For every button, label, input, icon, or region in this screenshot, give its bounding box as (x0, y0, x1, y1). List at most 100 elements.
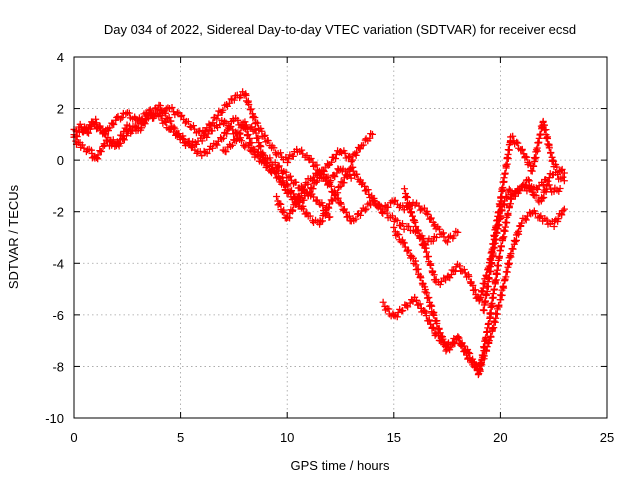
data-point (309, 185, 317, 193)
x-tick-label: 10 (280, 430, 294, 445)
data-point (422, 312, 430, 320)
data-point (154, 106, 162, 114)
data-point (536, 131, 544, 139)
data-point (538, 194, 546, 202)
data-point (460, 266, 468, 274)
data-point (405, 223, 413, 231)
data-point (289, 190, 297, 198)
data-point (106, 124, 114, 132)
data-point (408, 212, 416, 220)
data-point (246, 124, 254, 132)
data-point (286, 172, 294, 180)
data-point (502, 193, 510, 201)
data-point (261, 131, 269, 139)
series-track-i (479, 176, 564, 314)
data-point (341, 167, 349, 175)
data-point (234, 116, 242, 124)
data-point (503, 268, 511, 276)
data-point (366, 134, 374, 142)
data-point (436, 329, 444, 337)
data-point (483, 328, 491, 336)
y-tick-label: 0 (57, 153, 64, 168)
data-point (522, 216, 530, 224)
data-point (378, 208, 386, 216)
data-point (353, 148, 361, 156)
data-point (480, 344, 488, 352)
data-point (264, 137, 272, 145)
data-point (287, 176, 295, 184)
data-point (505, 185, 513, 193)
data-point (494, 222, 502, 230)
data-point (352, 215, 360, 223)
data-point (393, 217, 401, 225)
data-point (310, 193, 318, 201)
data-point (209, 144, 217, 152)
data-point (345, 212, 353, 220)
data-point (310, 162, 318, 170)
data-point (513, 138, 521, 146)
data-point (532, 209, 540, 217)
data-point (220, 134, 227, 142)
data-point (495, 252, 503, 260)
data-point (427, 301, 435, 309)
data-point (296, 194, 304, 202)
data-point (260, 132, 268, 140)
data-point (273, 193, 281, 201)
data-point (405, 203, 413, 211)
data-point (92, 115, 100, 123)
data-point (465, 272, 473, 280)
data-point (184, 118, 192, 126)
data-point (198, 152, 206, 160)
data-point (477, 293, 485, 301)
data-point (558, 165, 566, 173)
data-point (500, 174, 508, 182)
data-point (307, 155, 315, 163)
data-point (402, 192, 410, 200)
data-point (416, 300, 424, 308)
data-point (108, 119, 116, 127)
data-point (486, 310, 494, 318)
data-point (309, 173, 317, 181)
data-point (544, 177, 552, 185)
y-tick-label: 4 (57, 50, 64, 65)
series-track-f (379, 205, 568, 374)
data-point (439, 333, 447, 341)
data-point (292, 178, 300, 186)
axis-ticks: 0 5 10 15 20 25 -10 -8 -6 -4 -2 0 2 4 (45, 50, 614, 445)
data-point (316, 170, 324, 178)
data-point (278, 173, 286, 181)
data-point (138, 124, 146, 132)
data-point (429, 237, 437, 245)
data-point (324, 161, 332, 169)
data-point (306, 188, 314, 196)
data-point (454, 333, 462, 341)
data-point (277, 149, 285, 157)
data-point (556, 185, 564, 193)
data-point (499, 282, 507, 290)
y-tick-label: -6 (52, 308, 64, 323)
data-point (472, 362, 480, 370)
x-tick-label: 25 (600, 430, 614, 445)
data-point (334, 194, 342, 202)
data-point (504, 209, 512, 217)
data-point (430, 311, 438, 319)
data-point (411, 218, 419, 226)
data-point (241, 118, 249, 126)
data-point (505, 203, 513, 211)
data-point (558, 211, 566, 219)
data-point (329, 197, 337, 205)
data-point (179, 135, 187, 143)
data-point (503, 154, 511, 162)
data-point (416, 206, 424, 214)
data-point (142, 116, 150, 124)
data-point (509, 245, 517, 253)
data-point (269, 164, 277, 172)
data-point (450, 339, 458, 347)
data-point (304, 192, 312, 200)
data-point (530, 162, 538, 170)
data-point (364, 186, 372, 194)
data-point (501, 169, 509, 177)
data-point (236, 129, 244, 137)
data-point (547, 149, 555, 157)
data-point (381, 306, 389, 314)
